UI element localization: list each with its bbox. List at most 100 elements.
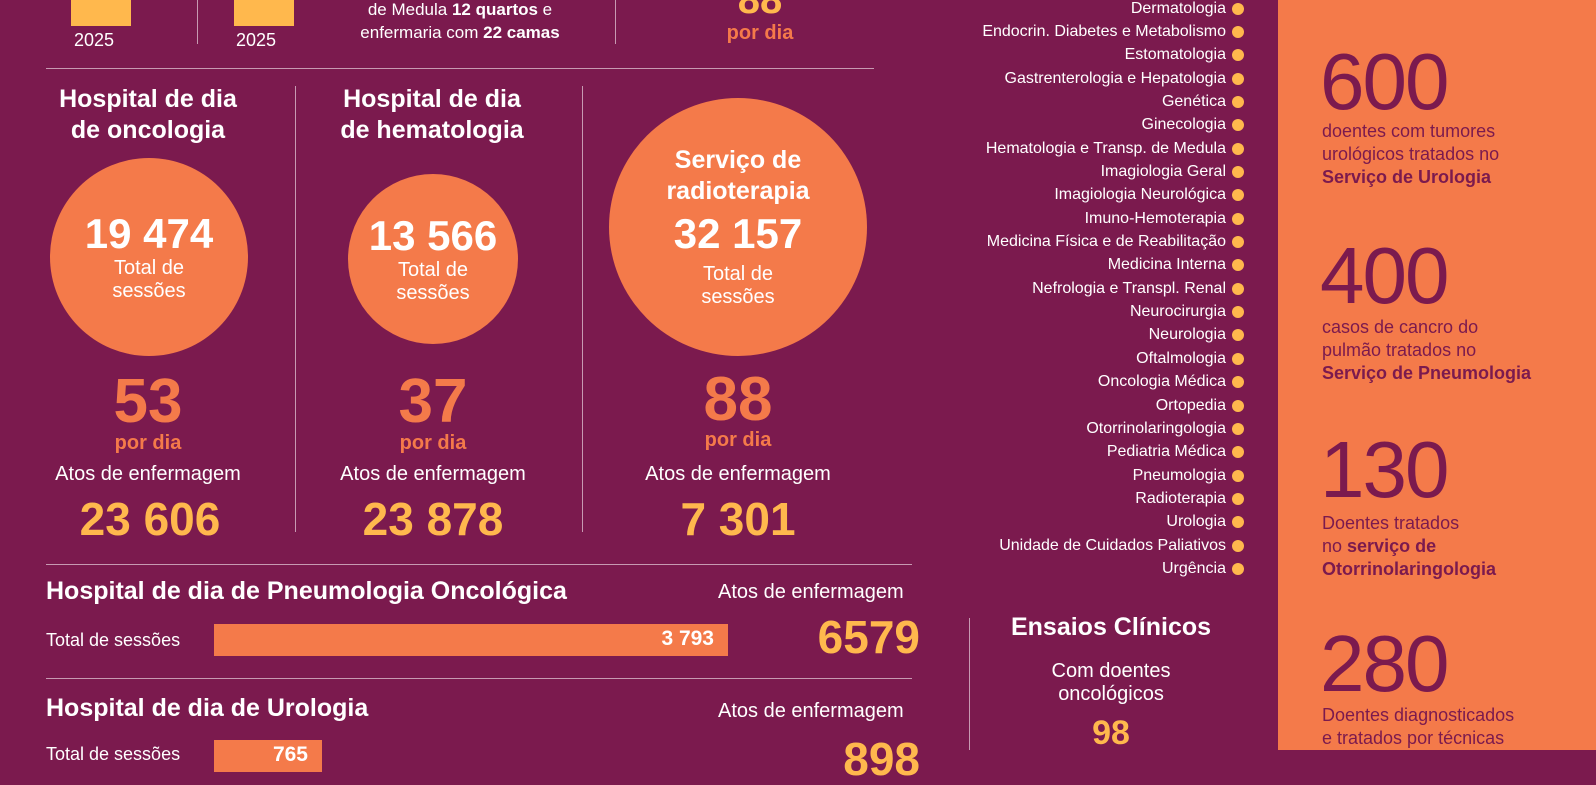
bullet-dot-icon [1232,2,1244,15]
pneumologia-sessions-value: 3 793 [661,627,714,650]
specialty-label: Ginecologia [1141,116,1227,134]
specialty-label: Radioterapia [1135,489,1226,507]
specialty-item: Imuno-Hemoterapia [884,207,1244,230]
top-per-day-block: 88 por dia [700,0,820,45]
specialty-item: Oftalmologia [884,347,1244,370]
specialty-label: Urologia [1166,513,1226,531]
top-per-day-label: por dia [726,22,794,44]
radioterapia-atos-label: Atos de enfermagem [645,463,831,485]
bullet-dot-icon [1232,166,1244,179]
hd-oncologia-per-day: 53 [113,367,183,436]
hd-hematologia-atos-value: 23 878 [362,493,504,545]
hd-oncologia-title: Hospital de dia de oncologia [59,85,237,144]
urologia-title: Hospital de dia de Urologia [46,694,369,722]
specialty-item: Neurocirurgia [884,300,1244,323]
bullet-dot-icon [1232,282,1244,295]
divider [969,618,970,750]
urologia-sessions-bar: 765 [214,740,322,772]
bullet-dot-icon [1232,399,1244,412]
hd-hematologia-per-day: 37 [398,367,468,436]
stat-orl-number: 130 [1320,425,1449,514]
specialty-item: Gastrenterologia e Hepatologia [884,67,1244,90]
pneumologia-sessions-label: Total de sessões [46,630,181,650]
specialty-label: Oncologia Médica [1097,373,1226,391]
urologia-atos-label: Atos de enfermagem [718,700,904,722]
specialty-label: Imagiologia Neurológica [1054,186,1226,204]
bullet-dot-icon [1232,212,1244,225]
bullet-dot-icon [1232,492,1244,505]
specialty-label: Ortopedia [1155,396,1226,414]
specialty-label: Nefrologia e Transpl. Renal [1032,279,1226,297]
specialty-item: Neurologia [884,324,1244,347]
divider [582,86,583,532]
bullet-dot-icon [1232,516,1244,529]
divider [295,86,296,532]
stat-orl-desc: Doentes tratados no serviço de Otorrinol… [1322,513,1496,579]
stat-280-number: 280 [1320,619,1449,708]
hd-hematologia-sessions-circle: 13 566 Total de sessões [348,174,518,344]
specialty-label: Medicina Interna [1107,256,1226,274]
specialty-label: Otorrinolaringologia [1086,419,1226,437]
specialty-item: Unidade de Cuidados Paliativos [884,534,1244,557]
bullet-dot-icon [1232,236,1244,249]
ensaios-value: 98 [1092,714,1130,752]
ensaios-label: Com doentes oncológicos [1051,660,1171,705]
radioterapia-atos-value: 7 301 [680,493,796,545]
specialty-item: Imagiologia Geral [884,160,1244,183]
specialty-item: Pediatria Médica [884,441,1244,464]
bullet-dot-icon [1232,26,1244,39]
radioterapia-sessions: 32 157 [673,210,803,257]
hd-oncologia-per-day-label: por dia [114,432,182,454]
bullet-dot-icon [1232,306,1244,319]
radioterapia-sessions-circle: Serviço de radioterapia 32 157 Total de … [609,98,867,356]
stat-urologia-desc: doentes com tumores urológicos tratados … [1322,121,1500,187]
bullet-dot-icon [1232,329,1244,342]
specialty-label: Gastrenterologia e Hepatologia [1004,69,1226,87]
bullet-dot-icon [1232,72,1244,85]
chart-bar-2025-b [234,0,294,26]
bullet-dot-icon [1232,119,1244,132]
specialty-item: Endocrin. Diabetes e Metabolismo [884,20,1244,43]
stat-pneumologia-number: 400 [1320,231,1449,320]
specialty-label: Hematologia e Transp. de Medula [985,139,1226,157]
hd-hematologia-per-day-label: por dia [399,432,467,454]
specialty-label: Urgência [1161,559,1226,577]
right-stats-column: 600 doentes com tumores urológicos trata… [1278,0,1596,750]
specialty-label: Imuno-Hemoterapia [1084,209,1226,227]
specialty-label: Neurocirurgia [1129,303,1226,321]
bullet-dot-icon [1232,49,1244,62]
bullet-dot-icon [1232,562,1244,575]
hd-oncologia-atos-value: 23 606 [79,493,221,545]
hd-oncologia-atos-label: Atos de enfermagem [55,463,241,485]
specialty-label: Oftalmologia [1136,349,1226,367]
divider [615,0,616,44]
specialty-label: Pneumologia [1132,466,1226,484]
specialty-item: Oncologia Médica [884,371,1244,394]
bullet-dot-icon [1232,96,1244,109]
medula-info: de Medula 12 quartos e enfermaria com 22… [360,0,560,42]
year-label-b: 2025 [236,30,277,50]
pneumologia-atos-label: Atos de enfermagem [718,581,904,603]
specialty-item: Nefrologia e Transpl. Renal [884,277,1244,300]
divider [46,564,912,565]
specialty-item: Dermatologia [884,0,1244,20]
bullet-dot-icon [1232,142,1244,155]
specialty-item: Ginecologia [884,114,1244,137]
divider [197,0,198,44]
specialty-item: Urgência [884,557,1244,580]
specialty-label: Unidade de Cuidados Paliativos [999,536,1226,554]
stat-280-desc: Doentes diagnosticados e tratados por té… [1322,705,1515,748]
specialty-label: Genética [1161,93,1226,111]
bullet-dot-icon [1232,539,1244,552]
specialty-item: Hematologia e Transp. de Medula [884,137,1244,160]
hd-hematologia-atos-label: Atos de enfermagem [340,463,526,485]
urologia-atos-value: 898 [843,733,920,785]
specialty-label: Imagiologia Geral [1100,163,1226,181]
specialty-label: Neurologia [1148,326,1226,344]
specialty-item: Urologia [884,511,1244,534]
radioterapia-per-day-label: por dia [704,429,772,451]
chart-bar-2025-a [71,0,131,26]
specialty-label: Estomatologia [1124,46,1226,64]
urologia-sessions-label: Total de sessões [46,744,181,764]
specialty-item: Otorrinolaringologia [884,417,1244,440]
